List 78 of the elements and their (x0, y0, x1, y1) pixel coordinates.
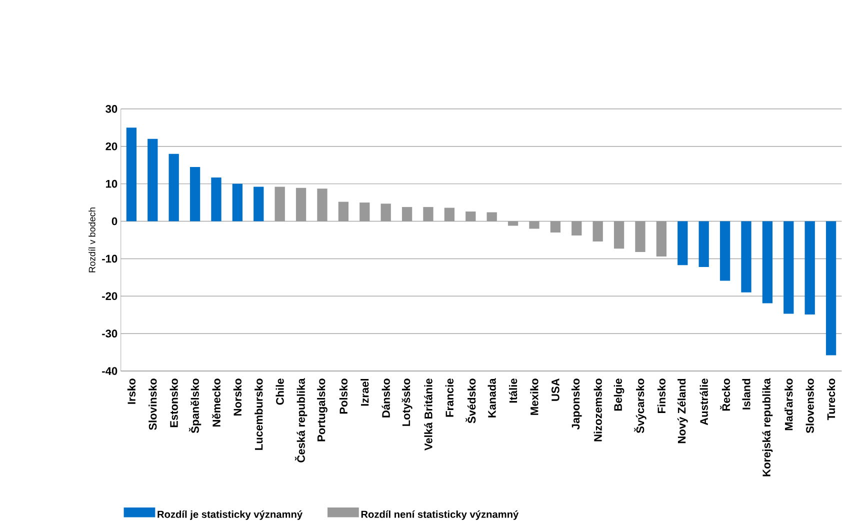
x-tick-label: Estonsko (170, 378, 178, 428)
legend-label: Rozdíl je statisticky významný (158, 510, 303, 520)
x-tick-label: Nový Zéland (677, 379, 688, 444)
bar (698, 221, 709, 267)
bar (360, 202, 370, 222)
x-tick-label: Česká republika (294, 378, 308, 462)
y-tick-label: 30 (106, 105, 118, 113)
x-tick-label: USA (552, 378, 560, 401)
x-tick-label: Finsko (657, 378, 666, 414)
x-tick-label: Lucembursko (254, 378, 263, 450)
x-tick-label: Mexiko (530, 378, 538, 415)
bar (126, 128, 137, 222)
bar (190, 167, 200, 222)
x-tick-label: Velká Británie (424, 378, 432, 451)
bar (380, 204, 391, 222)
x-tick-label: Německo (212, 378, 220, 427)
x-tick-label: Maďarsko (784, 378, 793, 430)
bar (274, 186, 285, 222)
bar (529, 221, 540, 229)
x-tick-label: Švýcarsko (634, 378, 646, 434)
bar (466, 212, 476, 222)
y-tick-label: -10 (102, 254, 118, 263)
bar (826, 221, 836, 356)
bar (550, 221, 561, 233)
legend-label: Rozdíl není statisticky významný (361, 510, 519, 520)
bar (317, 188, 328, 222)
bar (614, 221, 624, 249)
bar (720, 221, 730, 281)
bar (656, 221, 667, 257)
bar (148, 138, 158, 222)
x-tick-label: Irsko (127, 378, 136, 404)
bar (423, 207, 434, 222)
bar (444, 208, 455, 222)
x-tick-label: Polsko (339, 378, 348, 414)
x-tick-label: Izrael (360, 379, 369, 406)
x-tick-label: Nizozemsko (594, 378, 602, 442)
y-axis-title: Rozdíl v bodech (88, 208, 96, 272)
bar (486, 212, 497, 222)
x-tick-label: Belgie (614, 378, 624, 411)
x-tick-label: Itálie (508, 378, 518, 403)
x-tick-label: Kanada (488, 378, 496, 418)
bar (232, 184, 243, 222)
bar (296, 188, 306, 222)
x-tick-label: Lotyšsko (402, 378, 412, 426)
y-tick-label: -40 (102, 367, 118, 375)
x-tick-label: Řecko (720, 378, 730, 411)
bar (678, 221, 688, 266)
x-tick-label: Francie (445, 378, 454, 417)
x-tick-label: Korejská republika (762, 378, 773, 476)
bar (804, 221, 815, 315)
bar (168, 154, 179, 222)
bar (784, 221, 794, 314)
bar (211, 178, 222, 222)
y-tick-label: 20 (106, 142, 118, 150)
x-tick-label: Chile (276, 378, 284, 405)
bar (592, 221, 603, 242)
y-tick-label: -20 (102, 292, 118, 300)
x-tick-label: Portugalsko (317, 378, 328, 442)
bar (338, 202, 349, 222)
x-tick-label: Austrálie (700, 378, 708, 426)
x-tick-label: Turecko (826, 378, 836, 420)
x-tick-label: Japonsko (572, 378, 582, 430)
y-tick-label: 10 (106, 180, 118, 188)
y-tick-label: 0 (112, 217, 118, 226)
x-tick-label: Španělsko (188, 378, 202, 434)
bar (762, 221, 773, 304)
bar (572, 221, 582, 236)
bar (741, 221, 752, 292)
x-tick-label: Norsko (233, 378, 242, 416)
x-tick-label: Slovinsko (148, 378, 157, 430)
x-tick-label: Švédsko (466, 378, 476, 424)
x-tick-label: Island (742, 378, 750, 410)
x-tick-label: Dánsko (382, 378, 390, 418)
bar (635, 221, 646, 252)
y-tick-label: -30 (102, 330, 118, 338)
bar (254, 186, 264, 222)
x-tick-label: Slovensko (806, 378, 814, 434)
bar (402, 207, 412, 222)
